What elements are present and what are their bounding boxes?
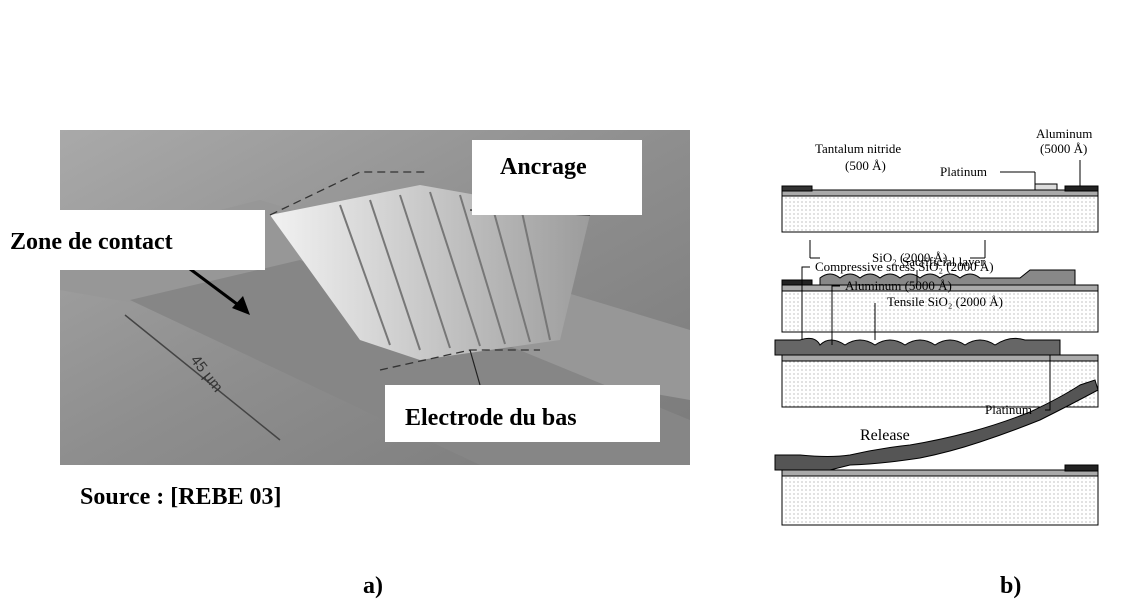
contact-label: Zone de contact: [10, 229, 173, 255]
diagram-label: (5000 Å): [1040, 141, 1087, 156]
anchor-label: Ancrage: [500, 154, 587, 180]
diagram-label: Platinum: [940, 164, 987, 179]
diagram-labels: Tantalum nitride (500 Å) Aluminum (5000 …: [815, 126, 1092, 444]
diagram-label: Compressive stress SiO₂ (2000 Å): [815, 259, 994, 274]
caption: b): [1000, 573, 1021, 599]
diagram-label: (500 Å): [845, 158, 886, 173]
diagram-label: Tantalum nitride: [815, 141, 901, 156]
electrode-label: Electrode du bas: [405, 405, 577, 431]
label-box: [385, 385, 660, 442]
leader-lines: [801, 160, 1081, 411]
label-box: [472, 140, 642, 215]
diagram-label: Aluminum: [1036, 126, 1092, 141]
diagram-label: Release: [860, 427, 910, 444]
source: Source : [REBE 03]: [80, 484, 282, 510]
diagram-label: Aluminum (5000 Å): [845, 278, 952, 293]
label-box: [0, 210, 265, 270]
process-diagram: [774, 183, 1099, 526]
diagram-label: Tensile SiO₂ (2000 Å): [887, 294, 1003, 309]
diagram-label: Sacrificial layer: [902, 254, 985, 269]
diagram-label: SiO₂ (2000 Å): [872, 250, 947, 265]
caption: a): [363, 573, 383, 599]
diagram-label: Platinum: [985, 402, 1032, 417]
